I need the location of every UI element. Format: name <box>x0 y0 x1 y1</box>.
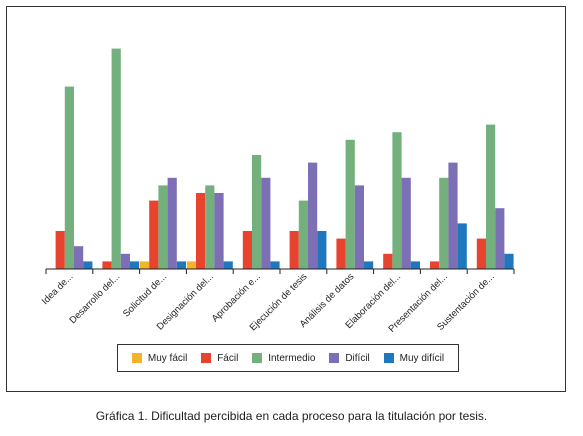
legend-item: Muy difícil <box>383 352 445 364</box>
legend-swatch <box>329 353 340 363</box>
bar-1-difícil <box>74 246 84 269</box>
bar-4-muy-difícil <box>223 261 233 269</box>
bar-9-muy-difícil <box>457 223 467 269</box>
bar-2-muy-difícil <box>130 261 140 269</box>
bar-4-fácil <box>196 193 206 269</box>
bar-8-muy-difícil <box>410 261 420 269</box>
bar-6-difícil <box>308 162 318 269</box>
legend-label: Muy difícil <box>399 352 445 364</box>
bar-10-fácil <box>476 238 486 269</box>
bar-7-muy-difícil <box>364 261 374 269</box>
bar-9-fácil <box>430 261 440 269</box>
x-axis <box>45 268 515 274</box>
x-tick-label: Solicitud de... <box>121 271 169 319</box>
x-tick-label: Idea de... <box>40 271 76 307</box>
bar-6-muy-difícil <box>317 231 327 269</box>
legend-swatch <box>131 353 142 363</box>
bar-3-intermedio <box>158 185 168 269</box>
bar-5-intermedio <box>252 155 262 269</box>
bar-1-fácil <box>55 231 65 269</box>
legend-label: Intermedio <box>268 352 316 364</box>
legend-swatch <box>252 353 263 363</box>
bar-8-fácil <box>383 253 393 269</box>
bar-6-intermedio <box>298 200 308 269</box>
bar-9-intermedio <box>439 177 449 269</box>
legend: Muy fácil Fácil Intermedio Difícil Muy difíc… <box>117 344 459 372</box>
bar-10-difícil <box>495 208 505 269</box>
bar-5-muy-difícil <box>270 261 280 269</box>
bar-1-intermedio <box>64 86 74 269</box>
bar-3-fácil <box>149 200 159 269</box>
bar-1-muy-difícil <box>83 261 93 269</box>
legend-swatch <box>383 353 394 363</box>
bar-7-difícil <box>354 185 364 269</box>
bar-5-fácil <box>242 231 252 269</box>
bar-2-fácil <box>102 261 112 269</box>
bars-group <box>55 48 514 269</box>
x-tick-label: Desarrollo del... <box>67 271 122 326</box>
bar-5-difícil <box>261 177 271 269</box>
legend-item: Intermedio <box>252 353 315 364</box>
bar-4-difícil <box>214 193 224 269</box>
bar-2-intermedio <box>111 48 121 269</box>
bar-4-muy-fácil <box>186 261 196 269</box>
legend-label: Difícil <box>345 352 370 364</box>
bar-8-intermedio <box>392 132 402 269</box>
x-tick-labels: Idea de...Desarrollo del...Solicitud de.… <box>40 271 497 335</box>
legend-label: Fácil <box>217 352 239 364</box>
bar-6-fácil <box>289 231 299 269</box>
bar-9-difícil <box>448 162 458 269</box>
bar-7-fácil <box>336 238 346 269</box>
bar-3-muy-fácil <box>140 261 150 269</box>
bar-7-intermedio <box>345 139 355 269</box>
legend-label: Muy fácil <box>147 352 188 364</box>
figure-caption: Gráfica 1. Dificultad percibida en cada … <box>95 409 488 423</box>
bar-2-difícil <box>120 253 130 269</box>
chart-frame <box>6 6 566 392</box>
x-tick-label: Aprobación e... <box>210 271 263 324</box>
bar-3-difícil <box>167 177 177 269</box>
legend-item: Difícil <box>329 352 370 364</box>
bar-3-muy-difícil <box>176 261 186 269</box>
bar-10-muy-difícil <box>504 253 514 269</box>
bar-4-intermedio <box>205 185 215 269</box>
legend-swatch <box>201 353 212 363</box>
bar-8-difícil <box>401 177 411 269</box>
legend-item: Muy fácil <box>131 352 188 364</box>
bar-10-intermedio <box>486 124 496 269</box>
legend-item: Fácil <box>201 353 238 364</box>
